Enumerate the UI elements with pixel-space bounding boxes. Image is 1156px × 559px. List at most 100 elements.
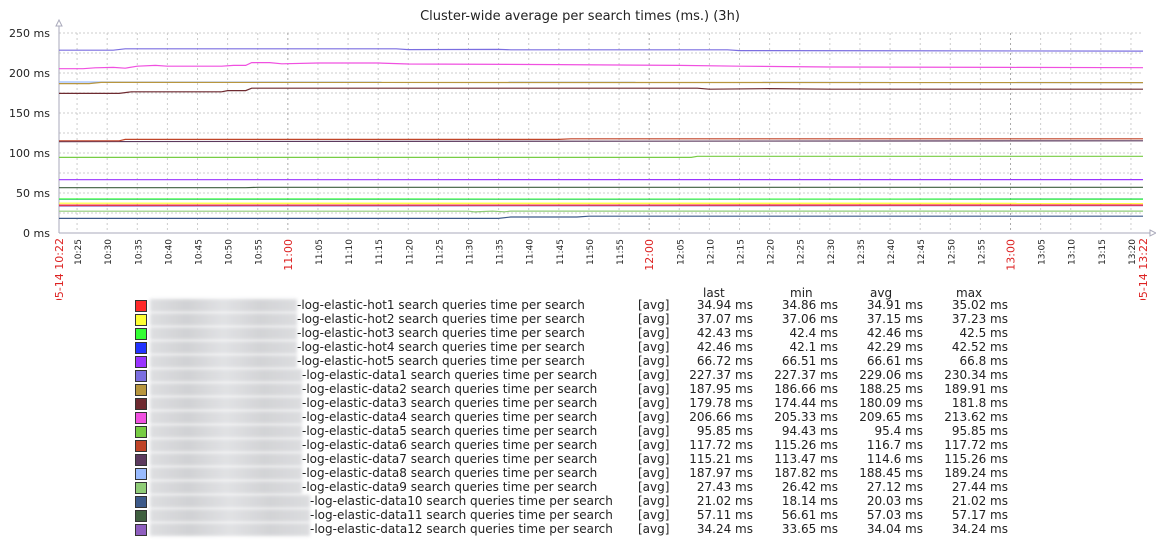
legend-series-name: -log-elastic-data3 search queries time p… [302, 396, 598, 410]
legend-last: 187.95 ms [689, 382, 753, 396]
redacted-host-name [150, 355, 297, 368]
legend-avg: 34.91 ms [866, 298, 923, 312]
x-tick-label: 10:40 [164, 239, 174, 265]
legend-series-name: -log-elastic-data7 search queries time p… [302, 452, 598, 466]
legend-min: 187.82 ms [774, 466, 838, 480]
legend-min: 56.61 ms [781, 508, 838, 522]
legend-series-name: -log-elastic-hot2 search queries time pe… [297, 312, 585, 326]
legend-color-swatch [135, 482, 147, 494]
redacted-host-name [150, 369, 302, 382]
redacted-host-name [150, 299, 297, 312]
legend-max: 230.34 ms [944, 368, 1008, 382]
legend-function: [avg] [638, 396, 670, 410]
legend-avg: 209.65 ms [859, 410, 923, 424]
x-range-label: 05-14 13:22 [1137, 238, 1150, 300]
legend-max: 21.02 ms [951, 494, 1008, 508]
x-tick-label: 10:30 [104, 239, 114, 265]
legend-max: 213.62 ms [944, 410, 1008, 424]
x-tick-label: 11:30 [466, 239, 476, 265]
legend-avg: 42.46 ms [866, 326, 923, 340]
redacted-host-name [150, 523, 310, 536]
x-tick-label: 12:30 [827, 239, 837, 265]
legend-last: 179.78 ms [689, 396, 753, 410]
legend-min: 186.66 ms [774, 382, 838, 396]
redacted-host-name [150, 327, 297, 340]
legend-function: [avg] [638, 438, 670, 452]
x-tick-label: 13:15 [1098, 239, 1108, 265]
legend-avg: 95.4 ms [874, 424, 923, 438]
legend-avg: 188.25 ms [859, 382, 923, 396]
x-tick-label: 10:25 [74, 239, 84, 265]
legend-function: [avg] [638, 508, 670, 522]
legend-function: [avg] [638, 382, 670, 396]
legend-avg: 34.04 ms [866, 522, 923, 536]
legend-avg: 229.06 ms [859, 368, 923, 382]
legend-min: 115.26 ms [774, 438, 838, 452]
legend-function: [avg] [638, 480, 670, 494]
x-tick-label: 11:10 [345, 239, 355, 265]
legend-max: 66.8 ms [959, 354, 1008, 368]
legend-last: 57.11 ms [696, 508, 753, 522]
legend-avg: 116.7 ms [866, 438, 923, 452]
legend-avg: 42.29 ms [866, 340, 923, 354]
redacted-host-name [150, 439, 302, 452]
legend-color-swatch [135, 510, 147, 522]
legend-avg: 37.15 ms [866, 312, 923, 326]
legend-series-name: -log-elastic-data4 search queries time p… [302, 410, 598, 424]
legend-color-swatch [135, 314, 147, 326]
legend-last: 42.46 ms [696, 340, 753, 354]
legend-series-name: -log-elastic-data6 search queries time p… [302, 438, 598, 452]
legend-last: 42.43 ms [696, 326, 753, 340]
legend-color-swatch [135, 370, 147, 382]
legend-last: 21.02 ms [696, 494, 753, 508]
legend-max: 34.24 ms [951, 522, 1008, 536]
y-tick-label: 100 ms [9, 147, 50, 160]
legend-function: [avg] [638, 466, 670, 480]
x-tick-label: 11:25 [435, 239, 445, 265]
series-line [59, 155, 1143, 158]
x-tick-label: 13:05 [1038, 239, 1048, 265]
legend-header-last: last [703, 286, 725, 300]
legend-series-name: -log-elastic-data1 search queries time p… [302, 368, 598, 382]
legend-color-swatch [135, 440, 147, 452]
x-tick-label: 11:20 [405, 239, 415, 265]
redacted-host-name [150, 509, 310, 522]
legend-avg: 188.45 ms [859, 466, 923, 480]
legend-function: [avg] [638, 494, 670, 508]
legend-function: [avg] [638, 326, 670, 340]
legend-series-name: -log-elastic-hot3 search queries time pe… [297, 326, 585, 340]
legend-last: 27.43 ms [696, 480, 753, 494]
legend-header-max: max [956, 286, 983, 300]
legend-min: 18.14 ms [781, 494, 838, 508]
legend-min: 33.65 ms [781, 522, 838, 536]
x-tick-label: 12:00 [643, 239, 656, 271]
legend-min: 227.37 ms [774, 368, 838, 382]
legend-function: [avg] [638, 354, 670, 368]
legend-series-name: -log-elastic-hot4 search queries time pe… [297, 340, 585, 354]
legend-max: 35.02 ms [951, 298, 1008, 312]
legend-min: 94.43 ms [781, 424, 838, 438]
legend-max: 117.72 ms [944, 438, 1008, 452]
legend-function: [avg] [638, 368, 670, 382]
x-tick-label: 12:40 [887, 239, 897, 265]
legend-min: 26.42 ms [781, 480, 838, 494]
legend-function: [avg] [638, 424, 670, 438]
legend-max: 37.23 ms [951, 312, 1008, 326]
x-tick-label: 12:55 [977, 239, 987, 265]
redacted-host-name [150, 495, 310, 508]
legend-last: 206.66 ms [689, 410, 753, 424]
redacted-host-name [150, 481, 302, 494]
legend-series-name: -log-elastic-data5 search queries time p… [302, 424, 598, 438]
legend-function: [avg] [638, 340, 670, 354]
x-tick-label: 10:55 [255, 239, 265, 265]
legend-series-name: -log-elastic-data2 search queries time p… [302, 382, 598, 396]
legend-series-name: -log-elastic-hot5 search queries time pe… [297, 354, 585, 368]
legend-color-swatch [135, 496, 147, 508]
legend-series-name: -log-elastic-hot1 search queries time pe… [297, 298, 585, 312]
legend-last: 117.72 ms [689, 438, 753, 452]
legend-color-swatch [135, 300, 147, 312]
legend-header-min: min [790, 286, 813, 300]
legend-color-swatch [135, 524, 147, 536]
series-line [59, 48, 1144, 52]
x-tick-label: 12:45 [917, 239, 927, 265]
